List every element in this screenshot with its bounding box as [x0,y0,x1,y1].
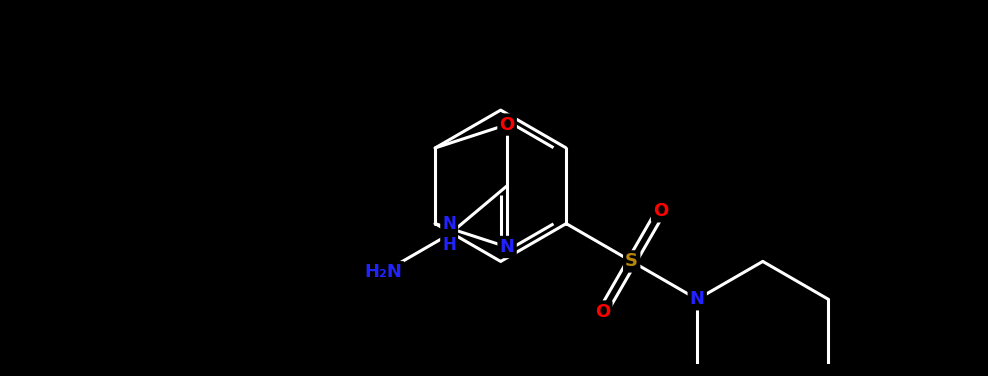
Text: N: N [690,290,704,308]
Text: N: N [500,238,515,256]
Text: O: O [500,115,515,133]
Text: O: O [653,202,668,220]
Text: H₂N: H₂N [365,263,402,281]
Text: O: O [595,303,611,320]
Text: S: S [625,252,638,270]
Text: N
H: N H [443,215,456,254]
